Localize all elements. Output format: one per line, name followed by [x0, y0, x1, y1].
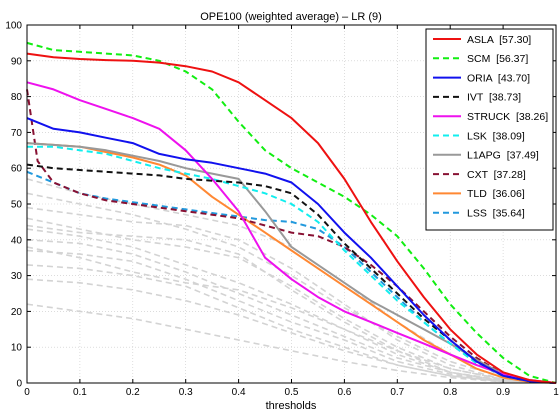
x-tick-label: 0 [24, 387, 30, 398]
x-tick-label: 0.6 [337, 387, 351, 398]
x-tick-label: 0.1 [73, 387, 87, 398]
legend-box [425, 28, 554, 231]
legend-entry-label: SCM [56.37] [467, 53, 528, 65]
legend: ASLA [57.30] SCM [56.37] ORIA [43.70] IVT [… [425, 28, 554, 231]
y-tick-label: 10 [11, 343, 23, 354]
legend-entry-label: IVT [38.73] [467, 92, 521, 104]
background-series-line [26, 246, 557, 384]
tick-layer: 0 0.1 0.2 0.3 0.4 0.5 0.6 0.7 0.8 0.9 101020304050… [5, 21, 559, 399]
legend-entry-label: CXT [37.28] [467, 169, 526, 181]
background-series-line [26, 278, 557, 384]
series-line [26, 52, 557, 384]
chart-title: OPE100 (weighted average) – LR (9) [200, 11, 382, 23]
background-series-line [26, 249, 557, 384]
series-line [26, 81, 557, 384]
series-line [26, 117, 557, 384]
y-tick-label: 30 [11, 271, 23, 282]
legend-entry-label: L1APG [37.49] [467, 150, 539, 162]
y-tick-label: 20 [11, 307, 23, 318]
y-tick-label: 50 [11, 200, 23, 211]
x-tick-label: 0.9 [496, 387, 510, 398]
y-tick-label: 40 [11, 235, 23, 246]
background-series-line [26, 264, 557, 384]
x-tick-label: 0.2 [126, 387, 140, 398]
x-tick-label: 0.4 [232, 387, 246, 398]
y-tick-label: 60 [11, 164, 23, 175]
legend-entry-label: LSK [38.09] [467, 130, 525, 142]
legend-entry-label: STRUCK [38.26] [467, 111, 548, 123]
series-line [26, 89, 557, 384]
y-tick-label: 80 [11, 92, 23, 103]
series-line [26, 41, 557, 384]
x-tick-label: 0.3 [179, 387, 193, 398]
series-line [27, 145, 557, 384]
x-tick-label: 0.5 [285, 387, 299, 398]
x-axis-label: thresholds [266, 400, 317, 412]
series-layer [26, 41, 557, 384]
legend-entry-label: TLD [36.06] [467, 188, 525, 200]
y-tick-label: 0 [16, 379, 22, 390]
background-series-line [26, 206, 557, 384]
legend-entry-label: LSS [35.64] [467, 208, 525, 220]
legend-entry-label: ORIA [43.70] [467, 72, 530, 84]
y-tick-label: 70 [11, 128, 23, 139]
x-tick-label: 1 [553, 387, 559, 398]
y-tick-label: 90 [11, 56, 23, 67]
x-tick-label: 0.7 [390, 387, 404, 398]
y-tick-label: 100 [5, 21, 22, 32]
series-line [26, 142, 557, 384]
x-tick-label: 0.8 [443, 387, 457, 398]
legend-entry-label: ASLA [57.30] [467, 34, 531, 46]
background-series-line [26, 228, 557, 384]
